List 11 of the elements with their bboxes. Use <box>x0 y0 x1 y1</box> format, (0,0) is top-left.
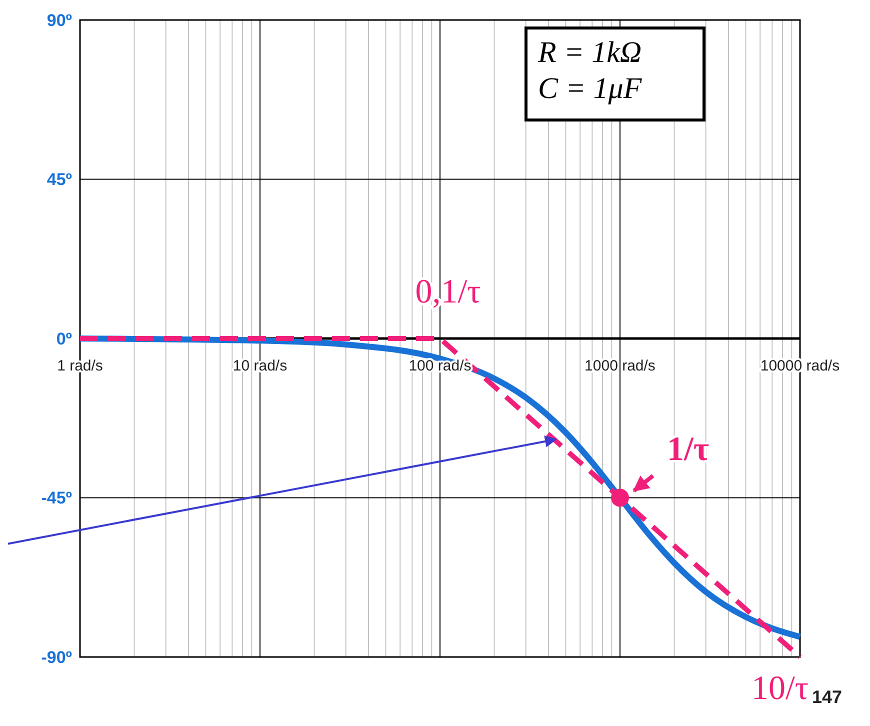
text: 147 <box>812 687 842 707</box>
annotation: C = 1μF <box>538 72 642 105</box>
x-tick-label: 1000 rad/s <box>584 358 656 374</box>
annotation: R = 1kΩ <box>537 36 642 69</box>
y-tick-label: -90º <box>41 648 72 667</box>
y-tick-label: 90º <box>46 10 72 30</box>
y-tick-label: -45º <box>41 488 72 508</box>
y-tick-label: 45º <box>46 170 72 190</box>
annotation: 10/τ <box>751 670 809 707</box>
annotation: 1/τ <box>666 430 710 468</box>
y-tick-label: 0º <box>56 329 72 348</box>
